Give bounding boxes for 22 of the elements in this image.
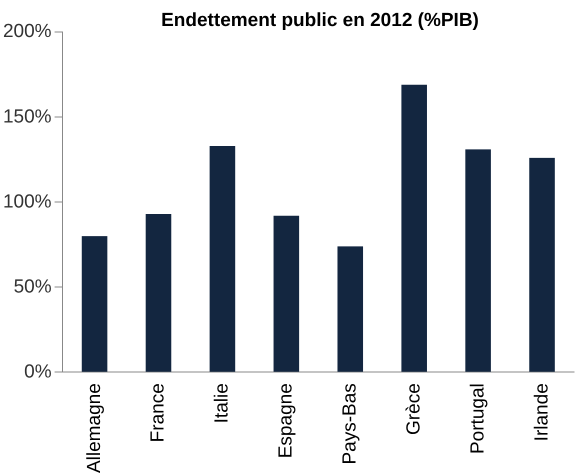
y-tick-label: 50% <box>14 276 52 298</box>
bar <box>401 84 427 372</box>
x-tick-label: Allemagne <box>84 383 105 474</box>
bar <box>210 146 236 372</box>
bar <box>337 246 364 372</box>
y-tick-label: 0% <box>24 361 52 382</box>
x-tick-label: Espagne <box>276 383 297 458</box>
y-tick-label: 150% <box>2 106 52 128</box>
bar <box>529 158 555 372</box>
x-tick-label: Italie <box>212 383 233 424</box>
x-tick-label: Irlande <box>531 383 552 442</box>
x-tick-label: France <box>148 383 169 442</box>
bar <box>82 236 108 372</box>
bar <box>274 216 300 372</box>
y-tick-label: 200% <box>2 21 52 42</box>
y-tick-label: 100% <box>2 191 52 212</box>
bar <box>146 214 172 372</box>
x-tick-label: Grèce <box>403 383 424 435</box>
bar <box>465 149 491 372</box>
chart-title: Endettement public en 2012 (%PIB) <box>160 10 480 32</box>
x-tick-label: Pays-Bas <box>339 383 360 465</box>
x-tick-label: Portugal <box>467 383 488 454</box>
